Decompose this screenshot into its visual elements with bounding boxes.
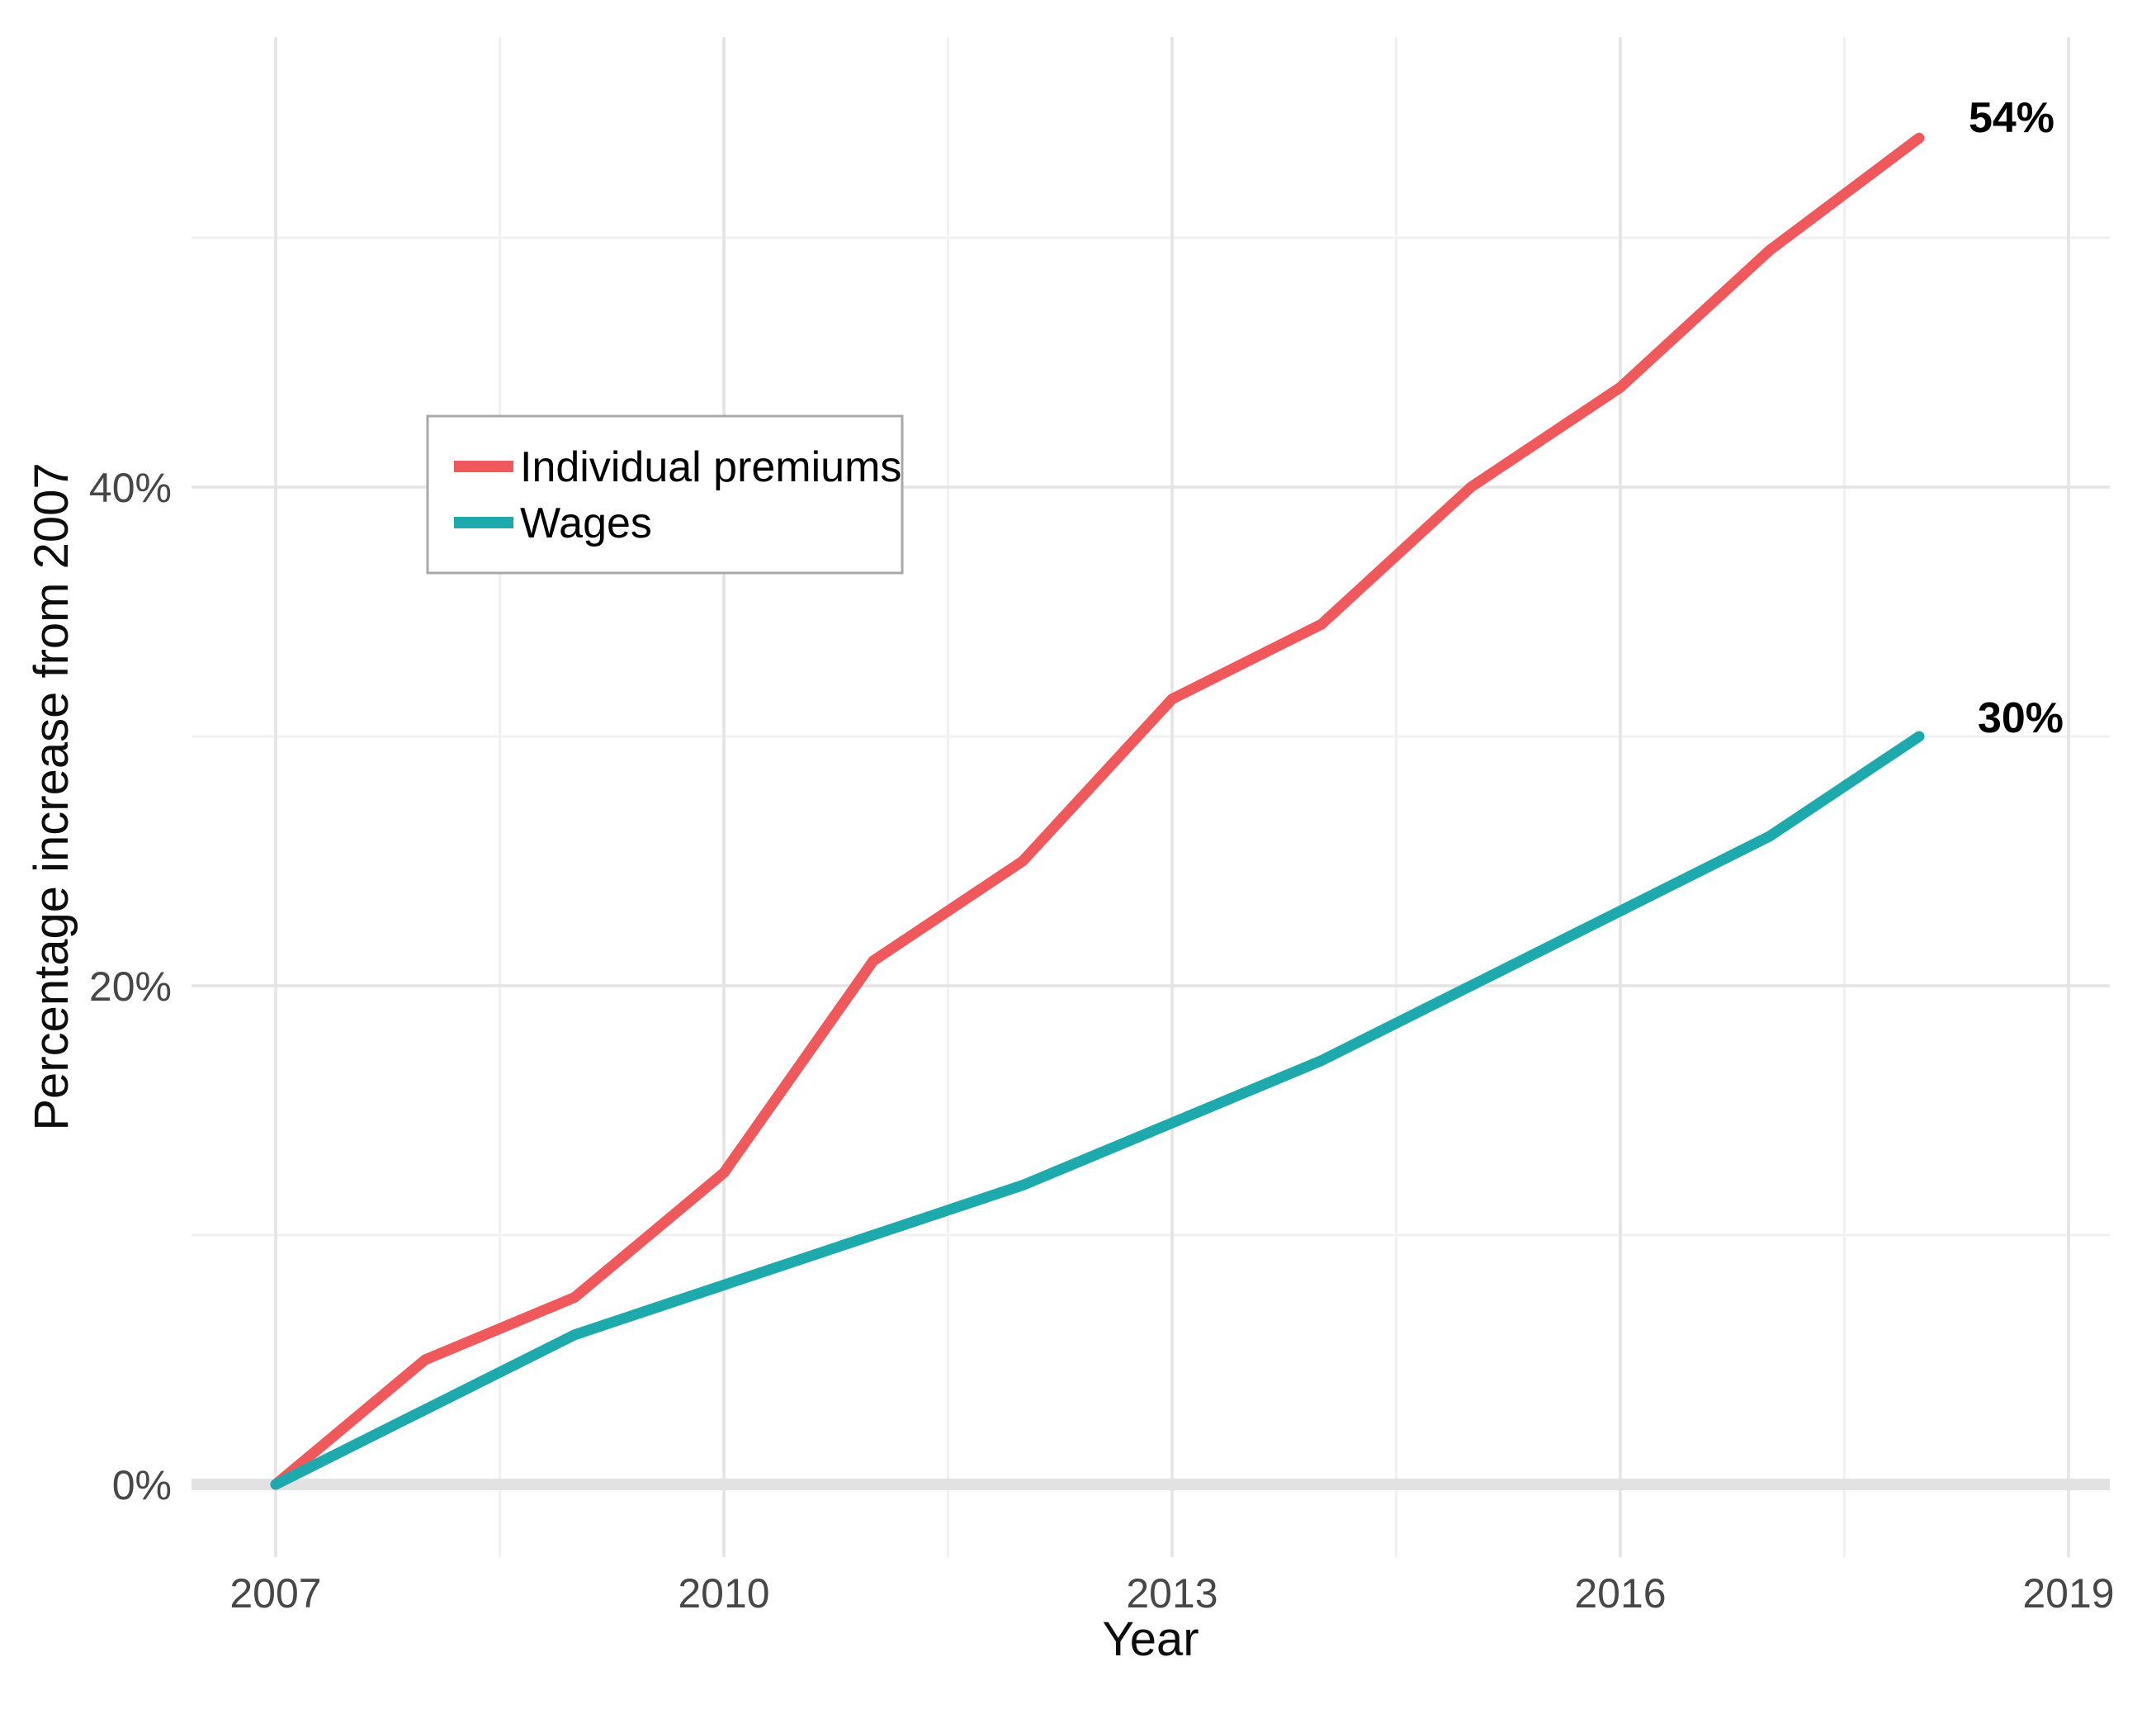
x-tick-2010: 2010 xyxy=(678,1570,769,1617)
x-tick-2019: 2019 xyxy=(2022,1570,2114,1617)
x-tick-2016: 2016 xyxy=(1574,1570,1666,1617)
legend-label-individual-premiums: Individual premiums xyxy=(520,443,901,491)
series-line-wages xyxy=(270,731,1925,1490)
y-tick-20: 20% xyxy=(89,963,172,1010)
end-label-wages: 30% xyxy=(1978,694,2064,742)
legend-label-wages: Wages xyxy=(520,499,652,547)
y-tick-40: 40% xyxy=(89,465,172,511)
minor-gridlines xyxy=(191,37,2110,1557)
y-tick-0: 0% xyxy=(112,1462,172,1508)
x-axis-title: Year xyxy=(1102,1612,1199,1666)
x-tick-2007: 2007 xyxy=(229,1570,321,1617)
y-axis-title: Percentage increase from 2007 xyxy=(25,462,78,1130)
end-label-individual-premiums: 54% xyxy=(1969,94,2054,142)
x-tick-2013: 2013 xyxy=(1126,1570,1217,1617)
series-line-individual-premiums xyxy=(270,132,1925,1490)
series-lines xyxy=(270,132,1925,1490)
legend: Individual premiums Wages xyxy=(426,414,904,575)
legend-box xyxy=(426,414,904,575)
